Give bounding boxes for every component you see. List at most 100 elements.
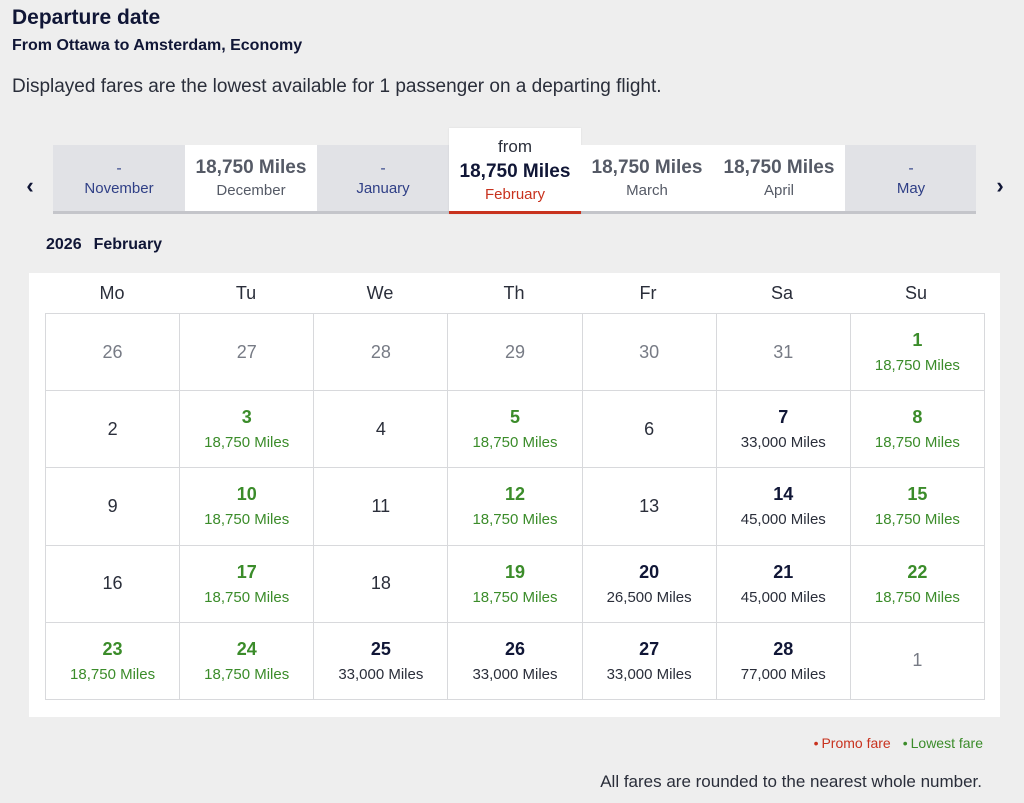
day-fare: 33,000 Miles — [606, 665, 692, 683]
day-number: 6 — [644, 418, 655, 439]
calendar-day-cell[interactable]: 27 33,000 Miles — [582, 622, 717, 700]
calendar-day-cell[interactable]: 26 33,000 Miles — [448, 622, 583, 700]
calendar-day-cell[interactable]: 12 18,750 Miles — [448, 468, 583, 546]
day-number: 7 — [778, 407, 789, 428]
prev-months-button[interactable]: ‹ — [20, 173, 40, 198]
day-number: 17 — [236, 561, 257, 582]
month-tab-price: 18,750 Miles — [723, 157, 835, 178]
month-tab-march[interactable]: 18,750 Miles March — [581, 145, 713, 211]
calendar-day-cell[interactable]: 11 — [314, 468, 449, 546]
day-number: 16 — [102, 573, 123, 594]
month-tab-prefix: from — [498, 136, 532, 156]
lowest-dot-icon: • — [902, 735, 908, 751]
month-tab-price: - — [380, 159, 386, 177]
day-number: 18 — [370, 573, 391, 594]
calendar-day-cell[interactable]: 2 — [46, 391, 181, 469]
calendar-year: 2026 — [46, 236, 82, 253]
month-tab-price: - — [908, 159, 914, 177]
calendar-grid: 26 27 28 29 30 31 1 18,750 Miles 2 3 18,750 Miles 4… — [45, 313, 985, 700]
day-number: 24 — [236, 638, 257, 659]
day-fare: 18,750 Miles — [874, 357, 960, 375]
calendar-day-cell[interactable]: 10 18,750 Miles — [180, 468, 315, 546]
calendar-day-cell[interactable]: 3 18,750 Miles — [180, 391, 315, 469]
page-title: Departure date — [12, 6, 161, 29]
calendar-month: February — [93, 236, 163, 253]
day-number: 29 — [504, 341, 525, 362]
day-number: 21 — [773, 561, 794, 582]
legend-promo-label: Promo fare — [821, 735, 891, 751]
month-tab-january[interactable]: - January — [317, 145, 449, 211]
day-fare: 18,750 Miles — [204, 588, 290, 606]
day-fare: 77,000 Miles — [740, 665, 826, 683]
chevron-left-icon: ‹ — [26, 173, 34, 198]
calendar-day-cell[interactable]: 21 45,000 Miles — [716, 545, 851, 623]
calendar-day-cell[interactable]: 28 77,000 Miles — [716, 622, 851, 700]
calendar-day-cell[interactable]: 18 — [314, 545, 449, 623]
calendar-day-cell[interactable]: 20 26,500 Miles — [582, 545, 717, 623]
calendar-day-cell[interactable]: 6 — [582, 391, 717, 469]
calendar-day-cell[interactable]: 23 18,750 Miles — [46, 622, 181, 700]
weekday-label: Sa — [770, 283, 794, 303]
day-number: 12 — [504, 484, 525, 505]
weekday-label: Fr — [639, 283, 657, 303]
calendar-day-cell[interactable]: 13 — [582, 468, 717, 546]
day-number: 13 — [639, 495, 660, 516]
day-number: 27 — [639, 638, 660, 659]
calendar-day-cell[interactable]: 7 33,000 Miles — [716, 391, 851, 469]
day-number: 31 — [773, 341, 794, 362]
day-fare: 18,750 Miles — [472, 511, 558, 529]
calendar-day-cell[interactable]: 8 18,750 Miles — [850, 391, 985, 469]
calendar-day-cell[interactable]: 9 — [46, 468, 181, 546]
day-number: 26 — [102, 341, 123, 362]
day-number: 28 — [370, 341, 391, 362]
calendar-day-cell: 26 — [46, 314, 181, 392]
calendar-day-cell[interactable]: 24 18,750 Miles — [180, 622, 315, 700]
month-tab-label: November — [84, 179, 154, 197]
day-fare: 18,750 Miles — [204, 665, 290, 683]
calendar-day-cell: 31 — [716, 314, 851, 392]
day-number: 26 — [504, 638, 525, 659]
fare-note: Displayed fares are the lowest available… — [12, 76, 662, 97]
fare-legend: • Promo fare • Lowest fare — [814, 735, 983, 751]
day-number: 11 — [371, 495, 391, 516]
day-number: 22 — [907, 561, 928, 582]
month-tab-december[interactable]: 18,750 Miles December — [185, 145, 317, 211]
day-number: 28 — [773, 638, 794, 659]
day-fare: 18,750 Miles — [874, 434, 960, 452]
calendar-heading: 2026 February — [46, 236, 162, 254]
rounding-footnote: All fares are rounded to the nearest who… — [600, 772, 982, 791]
calendar-day-cell[interactable]: 1 18,750 Miles — [850, 314, 985, 392]
month-tab-april[interactable]: 18,750 Miles April — [713, 145, 845, 211]
weekday-header: Mo Tu We Th Fr Sa Su — [45, 283, 984, 311]
calendar-day-cell[interactable]: 16 — [46, 545, 181, 623]
month-tab-label: January — [356, 179, 410, 197]
calendar: Mo Tu We Th Fr Sa Su 26 27 28 29 30 31 1 18,750 Miles… — [29, 273, 1000, 717]
day-fare: 18,750 Miles — [472, 434, 558, 452]
day-fare: 18,750 Miles — [472, 588, 558, 606]
day-fare: 33,000 Miles — [740, 434, 826, 452]
calendar-day-cell[interactable]: 17 18,750 Miles — [180, 545, 315, 623]
month-tab-price: 18,750 Miles — [591, 157, 703, 178]
calendar-day-cell[interactable]: 4 — [314, 391, 449, 469]
calendar-day-cell: 27 — [180, 314, 315, 392]
day-number: 1 — [912, 650, 923, 671]
legend-promo: • Promo fare — [814, 735, 891, 751]
day-number: 19 — [504, 561, 525, 582]
next-months-button[interactable]: › — [990, 173, 1010, 198]
calendar-day-cell[interactable]: 22 18,750 Miles — [850, 545, 985, 623]
month-tab-november[interactable]: - November — [53, 145, 185, 211]
month-tab-february[interactable]: from 18,750 Miles February — [449, 128, 581, 214]
weekday-label: Su — [904, 283, 928, 303]
calendar-day-cell[interactable]: 14 45,000 Miles — [716, 468, 851, 546]
calendar-day-cell[interactable]: 19 18,750 Miles — [448, 545, 583, 623]
month-tab-label: December — [216, 182, 286, 199]
day-fare: 18,750 Miles — [204, 434, 290, 452]
legend-lowest: • Lowest fare — [903, 735, 983, 751]
month-tab-label: May — [896, 179, 926, 197]
month-tab-may[interactable]: - May — [845, 145, 977, 211]
day-number: 14 — [773, 484, 794, 505]
calendar-day-cell[interactable]: 15 18,750 Miles — [850, 468, 985, 546]
day-fare: 26,500 Miles — [606, 588, 692, 606]
calendar-day-cell[interactable]: 5 18,750 Miles — [448, 391, 583, 469]
calendar-day-cell[interactable]: 25 33,000 Miles — [314, 622, 449, 700]
